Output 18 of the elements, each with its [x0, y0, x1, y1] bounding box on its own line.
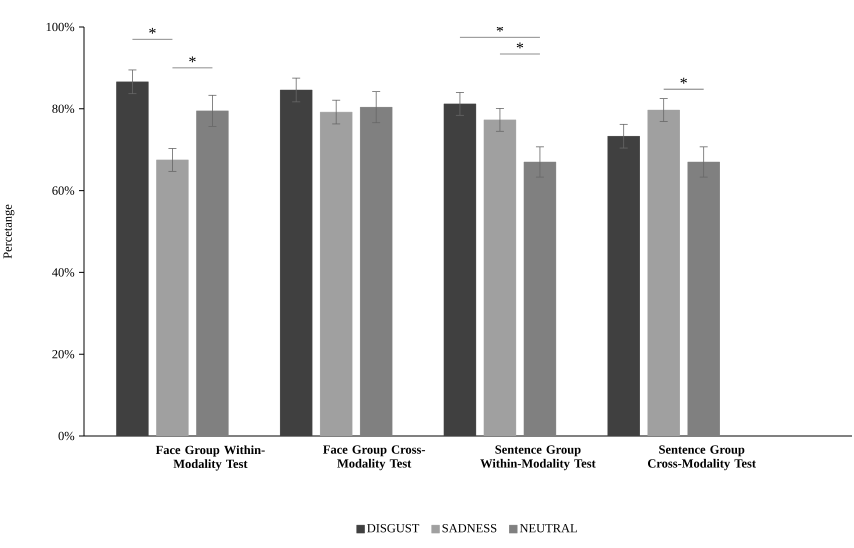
legend-label: NEUTRAL	[520, 524, 577, 532]
y-tick-label: 20%	[52, 350, 74, 358]
annotation: *	[149, 28, 156, 34]
legend-label: DISGUST	[367, 524, 420, 532]
x-tick-label: Sentence Group Within-Modality Test	[480, 445, 596, 470]
x-tick-label: Face Group Within-Modality Test	[156, 445, 265, 471]
legend-label: SADNESS	[442, 524, 496, 532]
y-tick-label: 0%	[58, 432, 74, 440]
x-tick-label: Face Group Cross-Modality Test	[323, 445, 426, 470]
x-tick-label: Sentence Group Cross-Modality Test	[648, 445, 756, 470]
y-tick-label: 80%	[52, 104, 74, 114]
y-axis-title: Percetange	[4, 204, 14, 258]
y-tick-label: 40%	[52, 268, 74, 277]
y-tick-label: 100%	[46, 22, 74, 32]
annotation: *	[516, 42, 524, 48]
y-tick-label: 60%	[52, 186, 74, 195]
annotation: *	[189, 56, 196, 62]
annotation: *	[680, 78, 687, 84]
